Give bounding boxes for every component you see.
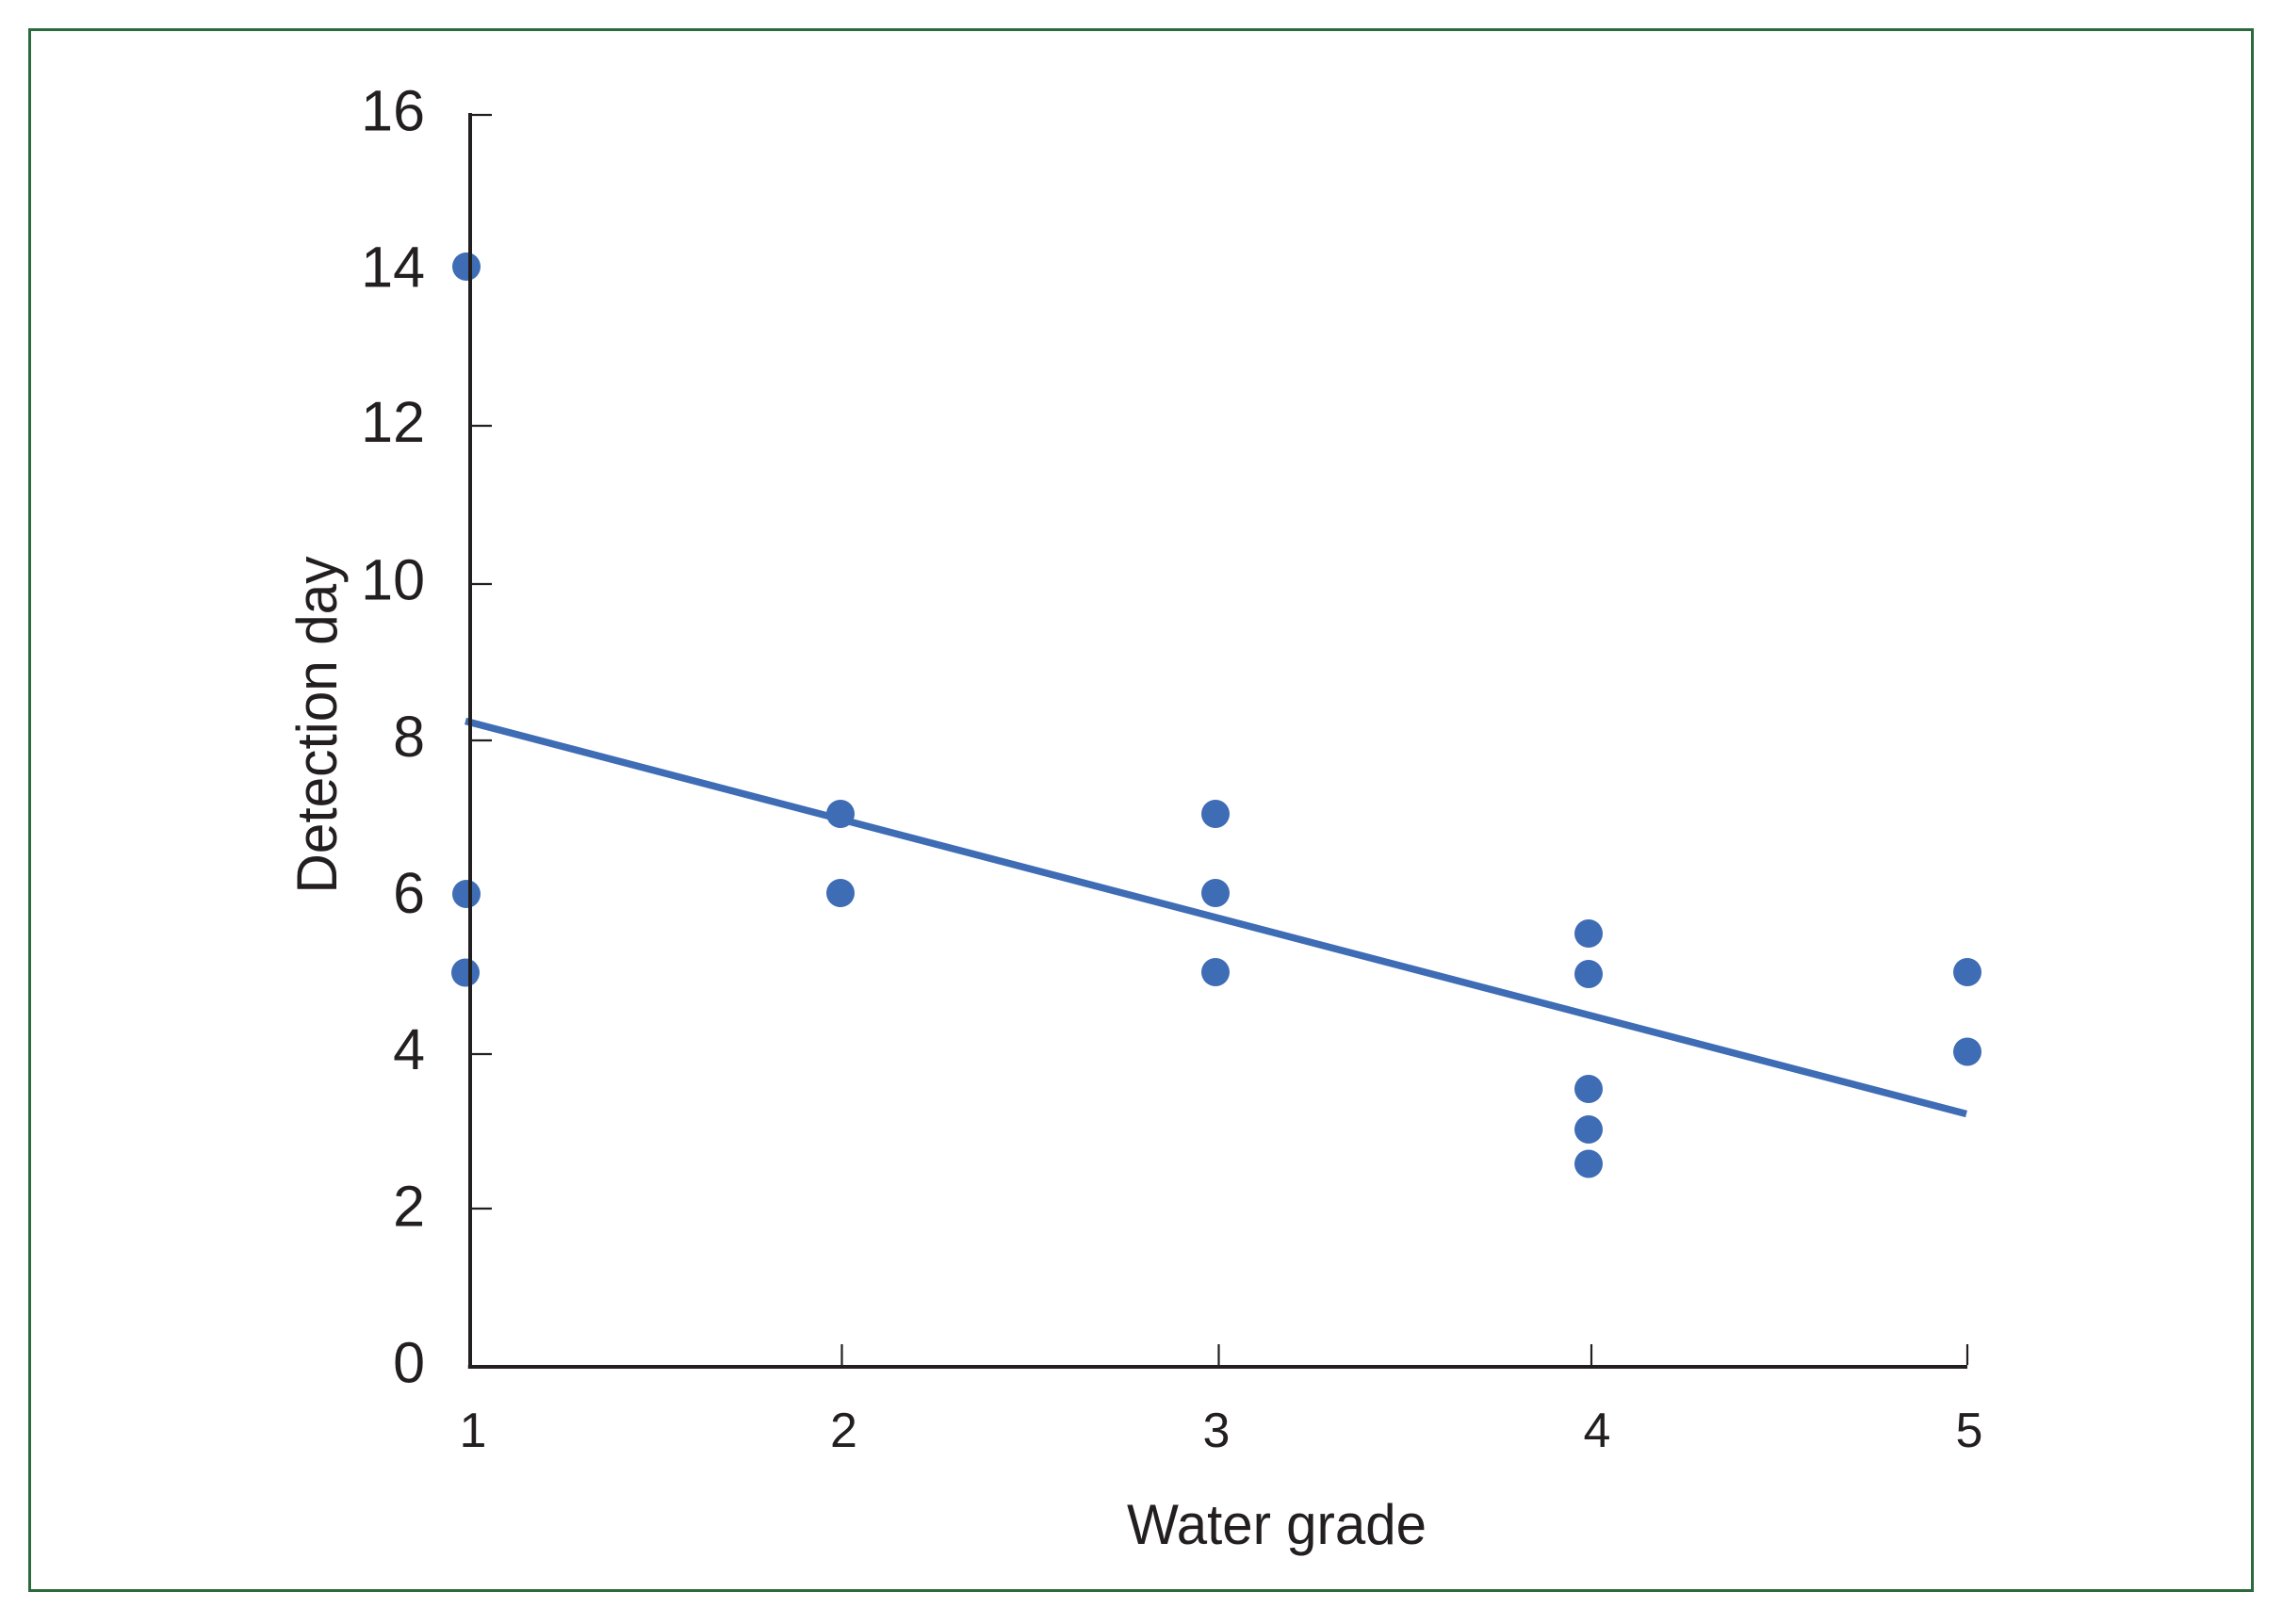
svg-text:Water grade: Water grade: [1127, 1493, 1427, 1556]
svg-text:1: 1: [460, 1404, 487, 1458]
svg-text:2: 2: [393, 1174, 425, 1238]
svg-text:4: 4: [393, 1017, 425, 1081]
svg-text:6: 6: [393, 861, 425, 925]
svg-text:14: 14: [361, 235, 425, 300]
svg-text:12: 12: [361, 390, 425, 454]
svg-text:8: 8: [393, 705, 425, 769]
svg-text:3: 3: [1203, 1404, 1231, 1458]
svg-text:16: 16: [361, 79, 425, 143]
svg-text:Detection day: Detection day: [285, 557, 349, 894]
svg-text:4: 4: [1584, 1404, 1611, 1458]
svg-text:10: 10: [361, 548, 425, 612]
svg-text:5: 5: [1956, 1404, 1983, 1458]
svg-text:0: 0: [393, 1331, 425, 1395]
svg-text:2: 2: [830, 1404, 857, 1458]
